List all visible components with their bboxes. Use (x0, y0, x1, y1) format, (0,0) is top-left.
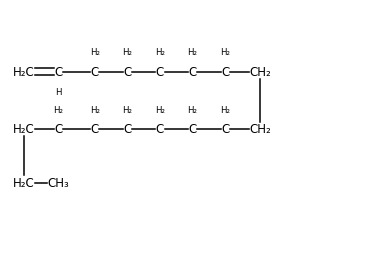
Text: H₂: H₂ (187, 105, 198, 114)
Text: H₂: H₂ (90, 48, 100, 57)
Text: H: H (55, 88, 61, 97)
Text: C: C (156, 66, 164, 79)
Text: CH₂: CH₂ (250, 123, 271, 136)
Text: H₂: H₂ (155, 48, 165, 57)
Text: H₂: H₂ (123, 48, 132, 57)
Text: H₂: H₂ (220, 105, 230, 114)
Text: H₂: H₂ (220, 48, 230, 57)
Text: C: C (188, 123, 197, 136)
Text: H₂C: H₂C (13, 177, 35, 189)
Text: H₂C: H₂C (13, 123, 35, 136)
Text: CH₃: CH₃ (47, 177, 69, 189)
Text: H₂C: H₂C (13, 66, 35, 79)
Text: CH₂: CH₂ (250, 66, 271, 79)
Text: C: C (54, 123, 63, 136)
Text: C: C (91, 66, 99, 79)
Text: H₂: H₂ (53, 105, 63, 114)
Text: C: C (91, 123, 99, 136)
Text: C: C (54, 66, 63, 79)
Text: H₂: H₂ (90, 105, 100, 114)
Text: H₂: H₂ (187, 48, 198, 57)
Text: C: C (156, 123, 164, 136)
Text: C: C (221, 66, 229, 79)
Text: C: C (221, 123, 229, 136)
Text: H₂: H₂ (123, 105, 132, 114)
Text: H₂: H₂ (155, 105, 165, 114)
Text: C: C (123, 123, 131, 136)
Text: C: C (188, 66, 197, 79)
Text: C: C (123, 66, 131, 79)
